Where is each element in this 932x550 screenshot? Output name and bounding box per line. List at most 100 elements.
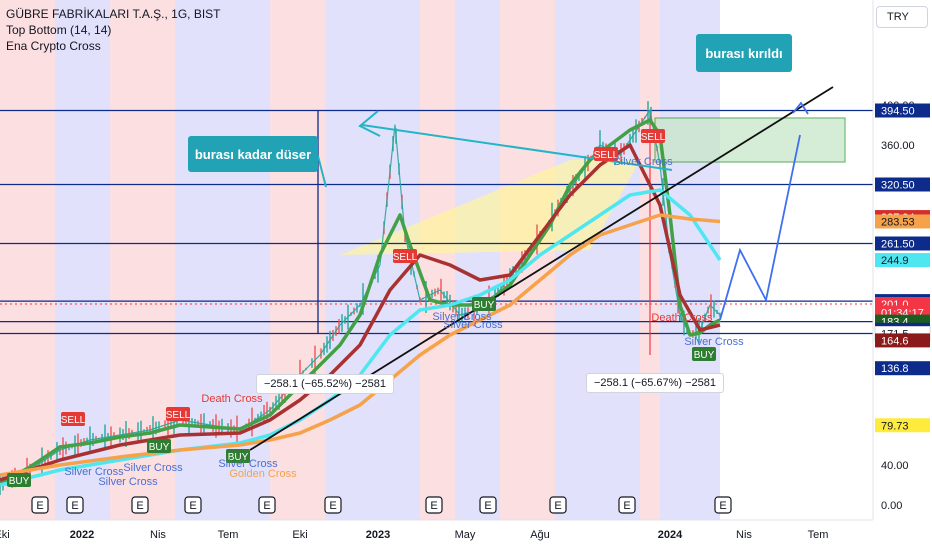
- earnings-box[interactable]: [66, 496, 84, 514]
- x-tick-label: Ağu: [530, 529, 550, 541]
- y-tick-label: 360.00: [881, 140, 915, 152]
- earnings-box[interactable]: [324, 496, 342, 514]
- cross-label: Golden Cross: [229, 468, 297, 480]
- cross-label: Death Cross: [201, 393, 263, 405]
- signal-sell: SELL: [641, 129, 666, 143]
- signal-label: SELL: [393, 252, 418, 263]
- price-axis: [873, 0, 932, 550]
- cross-label: Silver Cross: [432, 311, 492, 323]
- earnings-label: E: [136, 500, 143, 512]
- earnings-marker: E: [549, 496, 567, 514]
- signal-label: BUY: [694, 350, 715, 361]
- x-tick-label: 2022: [70, 529, 94, 541]
- signal-buy: BUY: [7, 473, 31, 487]
- price-tag-label: 136.8: [881, 363, 909, 375]
- earnings-label: E: [623, 500, 630, 512]
- signal-box: [692, 347, 716, 361]
- signal-box: [147, 439, 171, 453]
- x-tick-label: Tem: [218, 529, 239, 541]
- earnings-box[interactable]: [549, 496, 567, 514]
- price-tag-label: 394.50: [881, 106, 915, 118]
- earnings-label: E: [484, 500, 491, 512]
- price-tag-box: [875, 103, 930, 118]
- signal-label: SELL: [61, 415, 86, 426]
- earnings-box[interactable]: [31, 496, 49, 514]
- cross-label: Silver Cross: [684, 336, 744, 348]
- signal-box: [393, 249, 417, 263]
- y-tick-label: 40.00: [881, 460, 909, 472]
- signal-box: [166, 407, 190, 421]
- earnings-box[interactable]: [258, 496, 276, 514]
- earnings-label: E: [189, 500, 196, 512]
- earnings-marker: E: [425, 496, 443, 514]
- price-tag-label: 261.50: [881, 239, 915, 251]
- earnings-box[interactable]: [131, 496, 149, 514]
- cross-label: Silver Cross: [218, 458, 278, 470]
- series-line-2: [0, 143, 721, 482]
- y-tick-label: 0.00: [881, 500, 902, 512]
- measure-label-left[interactable]: −258.1 (−65.52%) −2581: [256, 374, 395, 394]
- signal-box: [594, 147, 618, 161]
- symbol-title: GÜBRE FABRİKALARI T.A.Ş., 1G, BIST: [6, 7, 221, 21]
- background-band: [270, 0, 325, 520]
- currency-selector[interactable]: TRY: [876, 6, 928, 28]
- signal-label: BUY: [149, 442, 170, 453]
- projection-arrow-head: [792, 101, 809, 115]
- currency-label: TRY: [887, 11, 909, 23]
- teal-arrow: [361, 124, 673, 171]
- earnings-label: E: [719, 500, 726, 512]
- measure-label-right[interactable]: −258.1 (−65.67%) −2581: [586, 373, 725, 393]
- earnings-box[interactable]: [425, 496, 443, 514]
- signal-label: SELL: [594, 150, 619, 161]
- projection-line: [719, 134, 801, 321]
- earnings-marker: E: [324, 496, 342, 514]
- earnings-box[interactable]: [184, 496, 202, 514]
- background-band: [455, 0, 500, 520]
- x-tick-label: Nis: [736, 529, 752, 541]
- background-band: [55, 0, 110, 520]
- legend: GÜBRE FABRİKALARI T.A.Ş., 1G, BIST Top B…: [6, 6, 221, 54]
- signal-buy: BUY: [226, 449, 250, 463]
- signal-label: BUY: [228, 452, 249, 463]
- indicator-ena-crypto-cross[interactable]: Ena Crypto Cross: [6, 39, 101, 53]
- price-tag: 261.50: [875, 236, 930, 251]
- price-tag: 244.9: [875, 253, 930, 268]
- earnings-box[interactable]: [618, 496, 636, 514]
- signal-label: SELL: [641, 132, 666, 143]
- signal-box: [472, 297, 496, 311]
- signal-buy: BUY: [692, 347, 716, 361]
- price-tag-box: [875, 418, 930, 433]
- signal-label: BUY: [474, 300, 495, 311]
- earnings-box[interactable]: [479, 496, 497, 514]
- earnings-marker: E: [131, 496, 149, 514]
- earnings-marker: E: [184, 496, 202, 514]
- price-tag: 320.50: [875, 177, 930, 192]
- x-tick-label: Tem: [808, 529, 829, 541]
- price-tag-box: [875, 253, 930, 268]
- teal-arrow-head: [358, 110, 381, 137]
- earnings-box[interactable]: [714, 496, 732, 514]
- series-line-1: [0, 118, 721, 485]
- price-tag-label: 244.9: [881, 255, 909, 267]
- callout-left[interactable]: burası kadar düser: [188, 136, 318, 172]
- signal-sell: SELL: [393, 249, 418, 263]
- signal-box: [61, 412, 85, 426]
- price-tag: 136.8: [875, 361, 930, 376]
- indicator-top-bottom[interactable]: Top Bottom (14, 14): [6, 23, 112, 37]
- price-tag-box: [875, 236, 930, 251]
- callout-right[interactable]: burası kırıldı: [696, 34, 792, 72]
- price-tag-label: 79.73: [881, 420, 909, 432]
- signal-sell: SELL: [61, 412, 86, 426]
- callout-pointer: [317, 155, 327, 188]
- price-tag-label: 283.53: [881, 216, 915, 228]
- x-tick-label: Eki: [0, 529, 10, 541]
- price-tag: 394.50: [875, 103, 930, 118]
- background-band: [555, 0, 640, 520]
- signal-label: SELL: [166, 410, 191, 421]
- earnings-marker: E: [479, 496, 497, 514]
- x-tick-label: Nis: [150, 529, 166, 541]
- cross-label: Silver Cross: [613, 156, 673, 168]
- signal-sell: SELL: [166, 407, 191, 421]
